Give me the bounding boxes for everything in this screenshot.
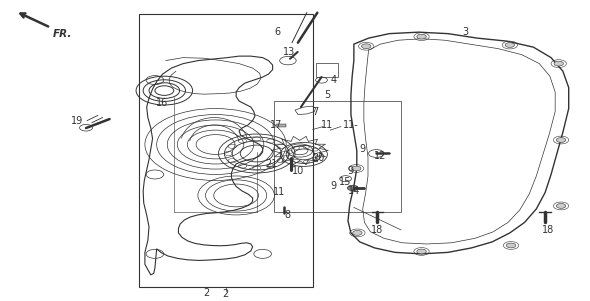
Text: 17: 17 (270, 120, 283, 130)
Text: 18: 18 (371, 225, 384, 235)
Text: 16: 16 (156, 98, 169, 107)
Bar (316, 63, 338, 77)
Circle shape (506, 243, 516, 248)
Circle shape (362, 44, 371, 49)
Text: 11: 11 (321, 120, 333, 130)
Text: 11-: 11- (343, 120, 359, 130)
Text: 2: 2 (222, 289, 229, 299)
Text: 10: 10 (292, 166, 304, 176)
Text: 4: 4 (330, 75, 336, 85)
Text: 9: 9 (348, 166, 354, 176)
Circle shape (556, 203, 566, 208)
Text: 9: 9 (330, 182, 336, 191)
Text: 6: 6 (274, 27, 280, 37)
Text: 12: 12 (374, 151, 386, 162)
Text: 14: 14 (348, 186, 360, 196)
Text: 5: 5 (324, 90, 330, 100)
Circle shape (554, 61, 563, 66)
Text: FR.: FR. (53, 29, 72, 39)
Text: 11: 11 (273, 188, 285, 197)
Text: 19: 19 (71, 116, 83, 126)
Bar (139, 14, 313, 287)
Circle shape (348, 185, 358, 191)
Text: 15: 15 (339, 177, 351, 187)
Circle shape (505, 43, 514, 48)
Circle shape (417, 34, 426, 39)
Text: 21: 21 (266, 159, 278, 169)
Text: 13: 13 (283, 47, 295, 57)
Text: 7: 7 (313, 107, 319, 116)
Circle shape (417, 249, 426, 254)
Text: 9: 9 (360, 144, 366, 154)
Text: 18: 18 (542, 225, 554, 235)
Text: 3: 3 (463, 27, 469, 37)
Circle shape (353, 231, 362, 235)
Circle shape (556, 138, 566, 142)
Circle shape (352, 166, 361, 171)
Text: 2: 2 (204, 288, 210, 298)
Text: 8: 8 (284, 210, 290, 220)
Text: 20: 20 (312, 153, 324, 163)
Bar (276, 123, 286, 127)
Bar (274, 101, 401, 212)
